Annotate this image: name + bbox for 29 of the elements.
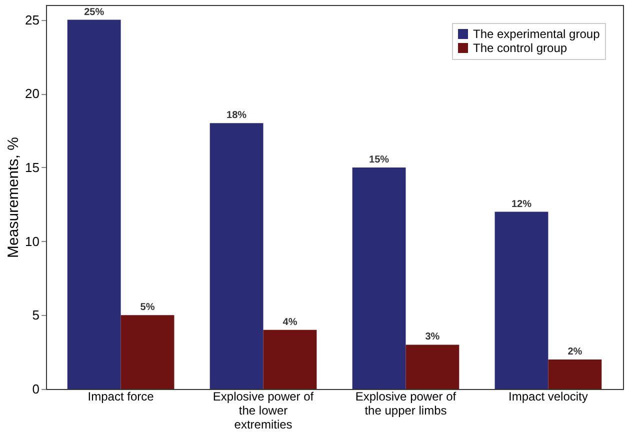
y-axis-title: Measurements, % — [5, 137, 22, 258]
bar — [548, 359, 602, 389]
y-tick-label: 25 — [25, 12, 40, 28]
data-label: 25% — [84, 6, 104, 18]
bar — [406, 344, 460, 389]
x-tick-label: Impact force — [88, 390, 154, 404]
bar — [263, 330, 317, 389]
y-tick-label: 5 — [32, 308, 40, 323]
x-tick-label: Explosive power of the lower extremities — [212, 390, 314, 432]
x-tick-label: Impact velocity — [508, 390, 588, 404]
y-tick-label: 0 — [32, 382, 40, 396]
data-label: 5% — [140, 302, 155, 314]
data-label: 12% — [511, 198, 532, 210]
bar — [352, 167, 406, 389]
data-label: 4% — [282, 316, 298, 328]
y-tick-label: 15 — [25, 160, 40, 175]
y-tick-label: 20 — [25, 86, 40, 102]
bar — [67, 20, 121, 389]
data-label: 2% — [568, 346, 582, 358]
bar — [120, 315, 174, 389]
data-label: 3% — [425, 332, 440, 343]
legend-label: The experimental group — [473, 27, 600, 41]
legend-label: The control group — [473, 41, 568, 55]
x-tick-label: Explosive power of the upper limbs — [355, 390, 457, 418]
bar — [494, 212, 548, 389]
data-label: 18% — [226, 110, 247, 122]
y-tick-label: 10 — [25, 234, 40, 249]
bar — [210, 123, 264, 389]
data-label: 15% — [369, 154, 390, 166]
